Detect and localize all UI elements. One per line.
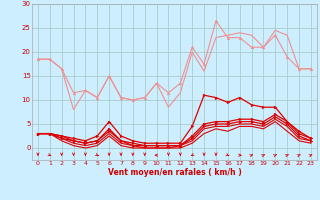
X-axis label: Vent moyen/en rafales ( km/h ): Vent moyen/en rafales ( km/h ) <box>108 168 241 177</box>
